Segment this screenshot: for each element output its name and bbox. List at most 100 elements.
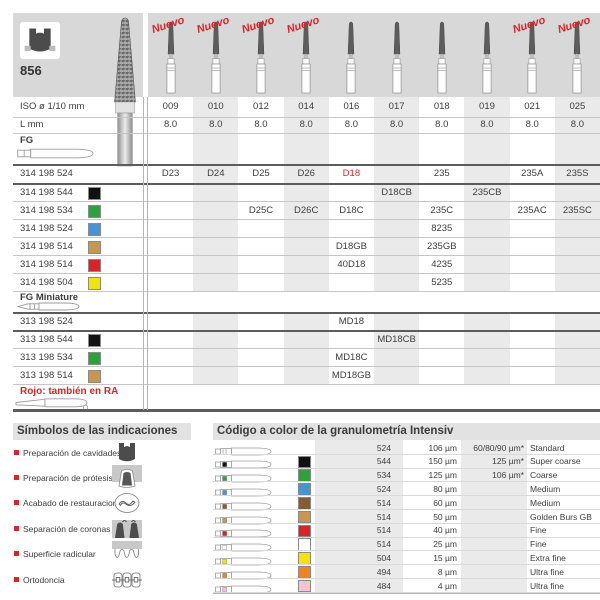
bur-icon [298, 21, 314, 95]
grain-size: 15 µm [433, 552, 457, 563]
grid-cell: 235SC [562, 205, 592, 216]
grid-cell: 40D18 [337, 259, 366, 270]
row-divider [13, 133, 600, 134]
grid-cell: 235S [566, 168, 589, 179]
gran-row-divider [213, 550, 600, 552]
color-chip [88, 352, 101, 365]
length-value: 8.0 [389, 119, 404, 130]
section-divider [13, 164, 600, 166]
color-chip [88, 259, 101, 272]
grain-code: 514 [376, 539, 391, 550]
iso-value: 021 [524, 101, 541, 112]
symbol-label: Superficie radicular [23, 549, 96, 560]
grain-size: 25 µm [433, 539, 457, 550]
length-value: 8.0 [525, 119, 539, 130]
grain-code: 544 [376, 456, 391, 467]
length-value: 8.0 [480, 119, 494, 130]
grain-code: 514 [376, 511, 391, 522]
grain-code: 514 [376, 525, 391, 536]
catalog-code: 313 198 514 [20, 370, 73, 381]
granulometry-title: Código a color de la granulometría Inten… [213, 423, 600, 440]
grain-color-chip [298, 538, 311, 551]
grain-label: Fine [530, 525, 547, 536]
gran-row-divider [213, 564, 600, 566]
grain-code: 504 [376, 552, 391, 563]
grain-color-chip [298, 497, 311, 510]
grid-cell: MD18C [335, 352, 368, 363]
product-number: 856 [20, 63, 42, 78]
gran-row-divider [213, 509, 600, 510]
length-value: 8.0 [344, 119, 358, 130]
grid-cell: MD18GB [331, 370, 371, 381]
grain-size: 125 µm [428, 470, 457, 481]
grid-cell: D18CB [381, 187, 412, 198]
catalog-code: 314 198 544 [20, 187, 73, 198]
row-divider [13, 201, 600, 202]
row-divider [13, 219, 600, 220]
symbols-title: Símbolos de las indicaciones [13, 423, 191, 440]
iso-value: 016 [343, 101, 360, 112]
column-shading [374, 97, 420, 291]
column-shading [193, 97, 239, 291]
grain-color-chip [298, 579, 311, 593]
bullet-icon [14, 551, 19, 557]
grain-equivalent: 106 µm* [492, 470, 524, 481]
grain-shank-icon [215, 525, 277, 538]
catalog-code: 314 198 514 [20, 259, 73, 270]
symbol-label: Ortodoncia [23, 574, 65, 585]
length-value: 8.0 [299, 119, 313, 130]
row-divider [13, 273, 600, 274]
orthodontics-icon [112, 567, 142, 593]
grain-label: Medium [530, 483, 561, 494]
iso-value: 018 [433, 101, 450, 112]
row-divider [13, 255, 600, 256]
grid-cell: 4235 [431, 259, 453, 270]
grid-cell: 235C [430, 205, 454, 216]
grain-color-chip [298, 566, 311, 579]
grain-shank-icon [215, 456, 277, 469]
grain-color-chip [298, 469, 311, 482]
grain-code: 524 [376, 483, 391, 494]
grain-shank-icon [215, 484, 277, 497]
grid-cell: 8235 [431, 223, 453, 234]
color-chip [88, 241, 101, 254]
grid-cell: D18GB [335, 241, 367, 252]
grain-label: Standard [530, 442, 565, 453]
bullet-icon [14, 474, 19, 480]
grain-code: 524 [376, 442, 391, 453]
catalog-code: 314 198 524 [20, 168, 73, 179]
bullet-icon [14, 500, 19, 506]
grain-color-chip [298, 524, 311, 538]
grid-cell: D23 [161, 168, 180, 179]
gran-row-divider [213, 536, 600, 538]
gran-bottom-border [213, 592, 600, 594]
grain-code: 534 [376, 470, 391, 481]
grain-size: 80 µm [433, 483, 457, 494]
grid-cell: 235 [433, 168, 450, 179]
grid-cell: D18 [342, 168, 361, 179]
symbol-label: Preparación de cavidades [23, 447, 122, 458]
grain-label: Medium [530, 497, 561, 508]
grain-shank-icon [215, 443, 277, 455]
grain-code: 484 [376, 580, 391, 591]
grain-size: 4 µm [437, 580, 457, 591]
grain-size: 8 µm [437, 566, 457, 577]
grid-cell: D24 [207, 168, 225, 179]
grain-label: Extra fine [530, 552, 566, 563]
gran-row-divider [213, 578, 600, 579]
cavity-preparation-icon [112, 440, 142, 466]
featured-bur-illustration [114, 17, 136, 167]
row-divider [13, 366, 600, 367]
column-shading [464, 97, 510, 291]
length-value: 8.0 [570, 119, 584, 130]
symbol-label: Acabado de restauraciones [23, 498, 127, 509]
row-divider [13, 348, 600, 349]
miniature-section-label: FG Miniature [20, 292, 79, 303]
label-column-border [143, 97, 144, 410]
tooth-prep-icon [24, 28, 56, 52]
grid-left-border [147, 97, 148, 410]
table-bottom-border [13, 409, 600, 412]
iso-value: 012 [253, 101, 269, 112]
bur-icon [253, 21, 269, 95]
gran-row-divider [213, 495, 600, 497]
